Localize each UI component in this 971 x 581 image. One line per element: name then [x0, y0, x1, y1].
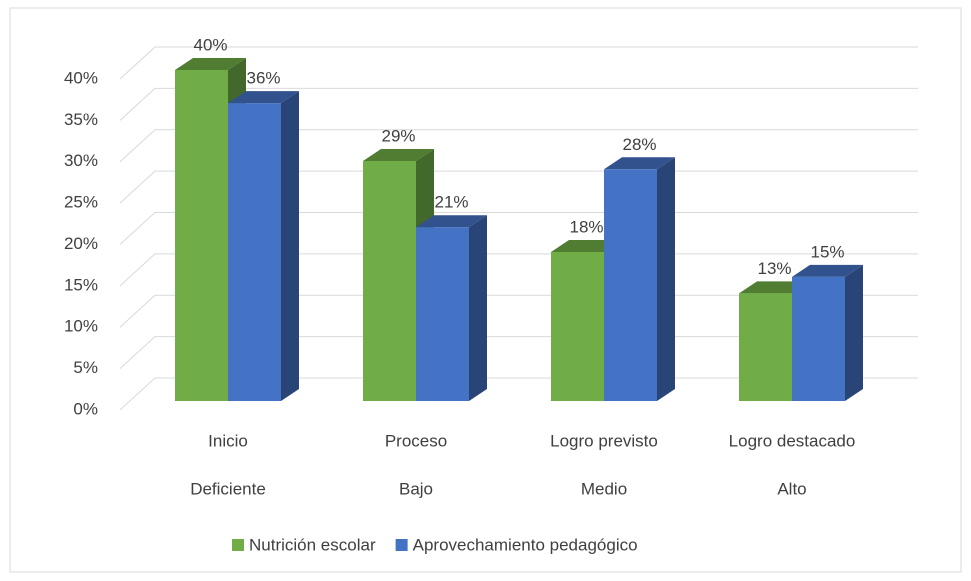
y-tick-label: 15%: [64, 275, 98, 294]
x-tick-label: Inicio: [208, 431, 248, 450]
x-tick-label: Proceso: [385, 431, 447, 450]
legend-label: Aprovechamiento pedagógico: [413, 535, 638, 554]
bar: [604, 157, 675, 401]
data-label: 18%: [569, 218, 603, 237]
bar-front: [175, 70, 228, 401]
bar: [228, 91, 299, 401]
bar-top: [175, 58, 246, 70]
bar: [416, 215, 487, 401]
y-tick-label: 5%: [73, 358, 98, 377]
x-tick-label: Logro previsto: [550, 431, 658, 450]
bar-side: [845, 264, 863, 401]
y-tick-label: 0%: [73, 399, 98, 418]
y-tick-label: 25%: [64, 193, 98, 212]
bar-front: [604, 169, 657, 401]
x-tick-label: Logro destacado: [729, 431, 856, 450]
bar-top: [416, 215, 487, 228]
y-tick-label: 20%: [64, 234, 98, 253]
data-label: 40%: [193, 35, 227, 54]
grid-line: [119, 129, 918, 163]
bar-side: [281, 91, 299, 401]
bar-top: [228, 91, 299, 104]
data-label: 13%: [757, 259, 791, 278]
grid-line: [119, 46, 918, 80]
bar-top: [604, 157, 675, 170]
y-tick-label: 30%: [64, 151, 98, 170]
bar-top: [363, 149, 434, 162]
y-tick-label: 40%: [64, 68, 98, 87]
bar-side: [469, 215, 487, 401]
bar: [792, 264, 863, 401]
x-tick-label: Medio: [581, 479, 627, 498]
bar-front: [416, 227, 469, 401]
data-label: 15%: [810, 242, 844, 261]
bar-front: [792, 276, 845, 401]
bar-front: [739, 293, 792, 401]
legend-label: Nutrición escolar: [249, 535, 376, 554]
legend-swatch: [232, 539, 244, 551]
bar-top: [792, 264, 863, 277]
y-tick-label: 10%: [64, 317, 98, 336]
bar-front: [228, 103, 281, 401]
bar-front: [551, 252, 604, 401]
data-label: 28%: [622, 135, 656, 154]
grid-line: [119, 87, 918, 121]
data-label: 21%: [434, 193, 468, 212]
y-tick-label: 35%: [64, 110, 98, 129]
x-tick-label: Deficiente: [190, 479, 266, 498]
bar-front: [363, 161, 416, 401]
legend-swatch: [395, 539, 408, 551]
bar-side: [657, 157, 675, 401]
x-tick-label: Bajo: [399, 479, 433, 498]
data-label: 36%: [246, 69, 280, 88]
data-label: 29%: [381, 127, 415, 146]
x-tick-label: Alto: [777, 479, 806, 498]
